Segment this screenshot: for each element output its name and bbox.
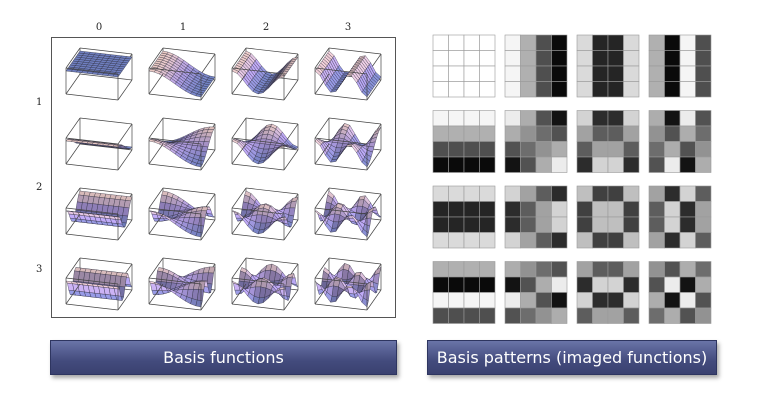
basis-function-surface-1-3 [314,117,382,171]
basis-pattern-1-0 [432,110,496,173]
basis-function-surface-0-2 [231,47,299,101]
basis-pattern-1-2 [576,110,640,173]
basis-function-surface-0-0 [65,47,133,101]
basis-function-surface-3-2 [231,257,299,311]
basis-function-surface-0-3 [314,47,382,101]
basis-pattern-2-3 [648,185,712,249]
column-label-1: 1 [179,22,187,33]
basis-function-surface-3-3 [314,257,382,311]
basis-function-surface-2-0 [65,187,133,241]
basis-function-surface-3-1 [148,257,216,311]
basis-pattern-2-0 [432,185,496,249]
column-label-2: 2 [262,22,270,33]
basis-pattern-0-3 [648,34,712,98]
basis-patterns-grid [432,34,712,324]
basis-pattern-2-2 [576,185,640,249]
basis-function-surface-2-2 [231,187,299,241]
basis-function-surface-1-2 [231,117,299,171]
column-label-0: 0 [95,22,103,33]
basis-pattern-1-3 [648,110,712,173]
basis-pattern-1-1 [504,110,568,173]
basis-function-surfaces [65,47,382,311]
row-label-3: 3 [36,264,43,275]
basis-function-surface-1-1 [148,117,216,171]
basis-patterns-caption: Basis patterns (imaged functions) [427,340,717,375]
basis-pattern-2-1 [504,185,568,249]
basis-pattern-0-0 [432,34,496,98]
basis-function-surface-2-1 [148,187,216,241]
basis-functions-caption: Basis functions [50,340,397,375]
basis-pattern-3-2 [576,261,640,324]
basis-function-surface-1-0 [65,117,133,171]
basis-function-surface-2-3 [314,187,382,241]
basis-pattern-3-0 [432,261,496,324]
basis-function-surface-3-0 [65,257,133,311]
basis-pattern-0-1 [504,34,568,98]
row-label-1: 1 [36,97,43,108]
basis-pattern-0-2 [576,34,640,98]
basis-pattern-3-1 [504,261,568,324]
row-label-2: 2 [36,182,43,193]
basis-function-surface-0-1 [148,47,216,101]
basis-pattern-3-3 [648,261,712,324]
column-label-3: 3 [344,22,352,33]
